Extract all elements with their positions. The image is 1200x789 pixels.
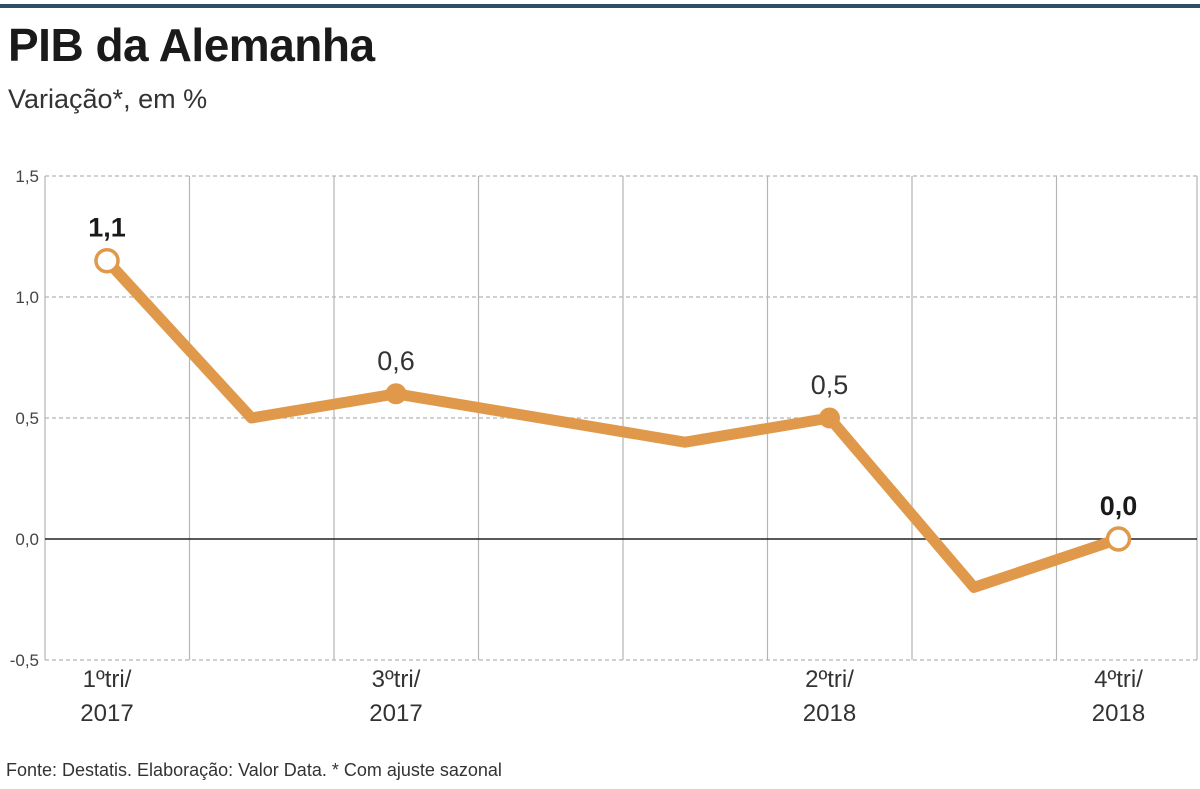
chart-title: PIB da Alemanha bbox=[8, 19, 375, 71]
x-tick-label: 2018 bbox=[803, 700, 856, 727]
x-tick-label: 4ºtri/ bbox=[1094, 666, 1143, 693]
series-line bbox=[101, 255, 1124, 593]
y-tick-label: 0,0 bbox=[15, 530, 39, 549]
x-tick-label: 2017 bbox=[80, 700, 133, 727]
source-note: Fonte: Destatis. Elaboração: Valor Data.… bbox=[6, 760, 502, 780]
x-tick-label: 2017 bbox=[369, 700, 422, 727]
x-tick-label: 3ºtri/ bbox=[372, 666, 421, 693]
point-marker-open bbox=[1105, 526, 1132, 552]
chart-subtitle: Variação*, em % bbox=[8, 84, 208, 114]
y-tick-label: 0,5 bbox=[15, 409, 39, 428]
series-layer bbox=[101, 255, 1124, 593]
x-tick-label: 1ºtri/ bbox=[83, 666, 132, 693]
y-tick-label: 1,5 bbox=[15, 167, 39, 186]
data-label: 0,0 bbox=[1100, 491, 1138, 521]
point-marker bbox=[385, 383, 407, 405]
marker-layer bbox=[94, 247, 1132, 552]
axis-layer: 1,5 1,0 0,5 0,0 -0,5 1ºtri/2017 3ºtri/2017 2ºtr… bbox=[10, 167, 1197, 727]
point-marker-open bbox=[94, 247, 120, 274]
y-tick-label: 1,0 bbox=[15, 288, 39, 307]
point-marker bbox=[819, 407, 840, 429]
top-rule bbox=[0, 4, 1200, 8]
y-tick-label: -0,5 bbox=[10, 651, 39, 670]
x-tick-label: 2018 bbox=[1092, 700, 1145, 727]
line-chart: 1,5 1,0 0,5 0,0 -0,5 1ºtri/2017 3ºtri/2017 2ºtr… bbox=[10, 167, 1198, 727]
data-label: 0,6 bbox=[377, 346, 415, 376]
data-label: 1,1 bbox=[88, 213, 126, 243]
data-label: 0,5 bbox=[811, 370, 849, 400]
grid-layer bbox=[44, 175, 1198, 661]
label-layer: 1,1 0,6 0,5 0,0 bbox=[88, 213, 1137, 521]
x-tick-label: 2ºtri/ bbox=[805, 666, 854, 693]
